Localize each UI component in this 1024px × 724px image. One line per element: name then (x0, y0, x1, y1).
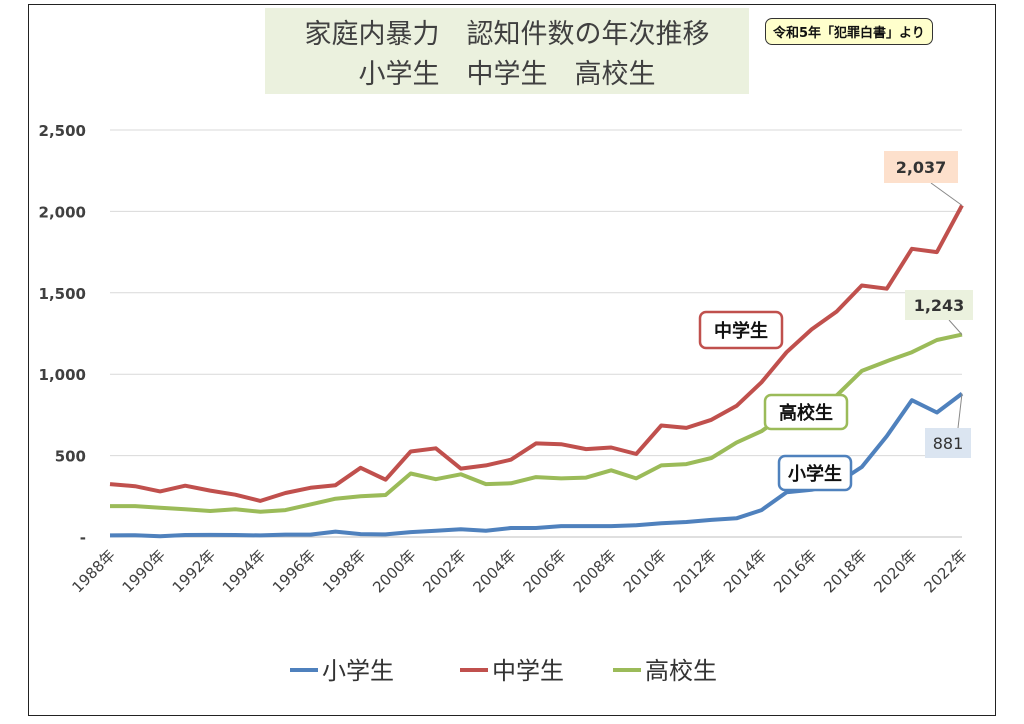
y-tick-label: 1,000 (39, 366, 86, 384)
x-tick-label: 2012年 (670, 546, 720, 596)
leader-line (948, 319, 963, 335)
x-tick-label: 1998年 (319, 546, 369, 596)
legend: 小学生 中学生 高校生 (290, 657, 717, 685)
y-tick-label: 2,500 (39, 122, 86, 140)
y-tick-label: - (80, 529, 86, 547)
callout-box-high_school (763, 393, 849, 431)
title-box (265, 8, 749, 94)
callout-junior_high: 中学生 (714, 320, 768, 342)
x-tick-label: 2016年 (770, 546, 820, 596)
annotation-junior_high: 2,037 (896, 158, 947, 177)
x-tick-label: 2022年 (920, 546, 970, 596)
x-axis-tick-labels: 1988年 1990年 1992年 1994年 1996年 1998年 2000年 2002年… (68, 546, 970, 596)
x-tick-label: 2002年 (419, 546, 469, 596)
chart-frame (28, 4, 996, 716)
x-tick-label: 2008年 (570, 546, 620, 596)
x-tick-label: 2020年 (870, 546, 920, 596)
chart-subtitle: 小学生 中学生 高校生 (358, 59, 656, 90)
data-annotations: 2,037 1,243 881 (884, 151, 973, 458)
callout-box-elementary (777, 454, 853, 492)
x-tick-label: 2004年 (469, 546, 519, 596)
x-tick-label: 1996年 (269, 546, 319, 596)
x-tick-label: 1992年 (169, 546, 219, 596)
y-axis-tick-labels: - 500 1,000 1,500 2,000 2,500 (39, 122, 86, 547)
legend-label-elementary: 小学生 (322, 657, 394, 685)
chart-title: 家庭内暴力 認知件数の年次推移 (304, 19, 710, 50)
source-note: 令和5年「犯罪白書」より (765, 18, 933, 45)
x-tick-label: 1990年 (119, 546, 169, 596)
x-tick-label: 1988年 (68, 546, 118, 596)
y-tick-label: 2,000 (39, 203, 86, 221)
legend-label-high_school: 高校生 (645, 657, 717, 685)
legend-label-junior_high: 中学生 (492, 657, 564, 685)
x-tick-label: 2010年 (620, 546, 670, 596)
leader-line (930, 182, 963, 206)
x-tick-label: 2006年 (520, 546, 570, 596)
x-tick-label: 2000年 (369, 546, 419, 596)
callout-elementary: 小学生 (788, 463, 842, 485)
callout-box-junior_high (698, 310, 784, 350)
x-tick-label: 2014年 (720, 546, 770, 596)
leader-line (957, 393, 963, 429)
x-tick-label: 2018年 (820, 546, 870, 596)
annotation-high_school: 1,243 (914, 296, 965, 315)
annotation-elementary: 881 (933, 434, 964, 453)
annotation-box (925, 428, 971, 458)
annotation-box (884, 151, 958, 183)
callout-high_school: 高校生 (779, 402, 833, 424)
x-tick-label: 1994年 (219, 546, 269, 596)
y-tick-label: 1,500 (39, 285, 86, 303)
series-line-junior_high (109, 204, 964, 503)
y-tick-label: 500 (55, 448, 86, 466)
annotation-box (905, 290, 973, 320)
